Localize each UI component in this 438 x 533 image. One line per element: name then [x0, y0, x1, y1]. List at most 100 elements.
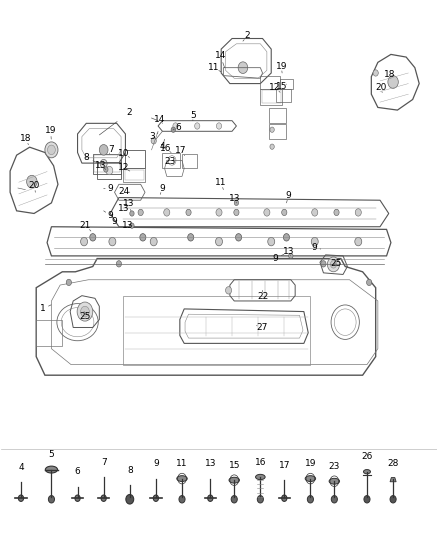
Circle shape	[311, 237, 318, 246]
Bar	[125, 150, 145, 168]
Circle shape	[100, 159, 107, 168]
Text: 13: 13	[122, 221, 134, 230]
Bar	[162, 152, 180, 168]
Text: 22: 22	[257, 292, 268, 301]
Bar	[97, 162, 121, 179]
Polygon shape	[390, 478, 396, 482]
Text: 11: 11	[215, 178, 227, 187]
Circle shape	[140, 233, 146, 241]
Circle shape	[364, 496, 370, 503]
Bar	[261, 91, 281, 103]
Text: 6: 6	[74, 467, 81, 476]
Circle shape	[171, 127, 176, 132]
Circle shape	[331, 496, 337, 503]
Text: 25: 25	[331, 259, 342, 268]
Text: 13: 13	[117, 204, 129, 213]
Text: 10: 10	[117, 149, 129, 158]
Circle shape	[138, 209, 143, 216]
Circle shape	[187, 233, 194, 241]
Circle shape	[264, 209, 270, 216]
Circle shape	[47, 145, 55, 155]
Text: 13: 13	[95, 161, 106, 169]
Text: 19: 19	[305, 459, 316, 469]
Circle shape	[104, 167, 108, 172]
Circle shape	[307, 496, 314, 503]
Text: 27: 27	[257, 323, 268, 332]
Text: 18: 18	[20, 134, 31, 143]
Circle shape	[236, 233, 242, 241]
Circle shape	[215, 237, 223, 246]
Text: 14: 14	[215, 51, 226, 60]
Circle shape	[126, 495, 134, 504]
Circle shape	[81, 306, 89, 317]
Circle shape	[153, 495, 159, 502]
Text: 5: 5	[49, 450, 54, 459]
Text: 12: 12	[269, 83, 280, 92]
Text: 23: 23	[328, 462, 340, 471]
Circle shape	[109, 237, 116, 246]
Circle shape	[116, 261, 121, 267]
Circle shape	[81, 237, 88, 246]
Circle shape	[186, 209, 191, 216]
Circle shape	[216, 209, 222, 216]
Circle shape	[173, 123, 178, 129]
Circle shape	[208, 495, 213, 502]
Circle shape	[151, 138, 156, 144]
Bar	[260, 89, 282, 105]
Text: 15: 15	[229, 461, 240, 470]
Circle shape	[270, 144, 274, 149]
Circle shape	[373, 70, 378, 76]
Circle shape	[90, 233, 96, 241]
Text: 18: 18	[384, 69, 396, 78]
Circle shape	[367, 279, 372, 286]
Circle shape	[334, 209, 339, 216]
Text: 15: 15	[276, 82, 288, 91]
Text: 11: 11	[176, 459, 188, 469]
Bar	[123, 168, 145, 182]
Text: 21: 21	[80, 221, 91, 230]
Text: 11: 11	[208, 63, 219, 72]
Circle shape	[282, 495, 287, 502]
Text: 1: 1	[40, 304, 46, 313]
Text: 20: 20	[29, 181, 40, 190]
Circle shape	[270, 127, 274, 132]
Text: 26: 26	[361, 453, 373, 462]
Text: 13: 13	[229, 194, 240, 203]
Circle shape	[45, 142, 58, 158]
Circle shape	[355, 209, 361, 216]
Circle shape	[283, 233, 290, 241]
Circle shape	[390, 496, 396, 503]
Text: 9: 9	[107, 183, 113, 192]
Circle shape	[216, 123, 222, 129]
Circle shape	[130, 211, 134, 216]
Ellipse shape	[46, 466, 57, 473]
Circle shape	[77, 302, 93, 321]
Bar	[36, 319, 62, 346]
Circle shape	[106, 166, 113, 175]
Bar	[182, 154, 197, 168]
Circle shape	[282, 209, 287, 216]
Text: 9: 9	[107, 211, 113, 220]
Text: 9: 9	[112, 217, 117, 226]
Circle shape	[164, 209, 170, 216]
Text: 14: 14	[154, 115, 165, 124]
Ellipse shape	[177, 475, 187, 481]
Bar	[123, 296, 311, 365]
Circle shape	[130, 223, 134, 228]
Circle shape	[330, 261, 336, 268]
Text: 9: 9	[273, 254, 279, 263]
Bar	[124, 170, 144, 180]
Text: 19: 19	[45, 126, 57, 135]
Text: 19: 19	[276, 62, 287, 70]
Text: 24: 24	[119, 187, 130, 196]
Text: 9: 9	[286, 191, 292, 200]
Text: 2: 2	[126, 108, 132, 117]
Text: 16: 16	[254, 458, 266, 467]
Text: 25: 25	[80, 312, 91, 321]
Text: 17: 17	[175, 147, 187, 156]
Bar	[260, 76, 280, 89]
Circle shape	[48, 496, 54, 503]
Circle shape	[234, 200, 239, 206]
Bar	[269, 109, 286, 123]
Ellipse shape	[229, 477, 240, 483]
